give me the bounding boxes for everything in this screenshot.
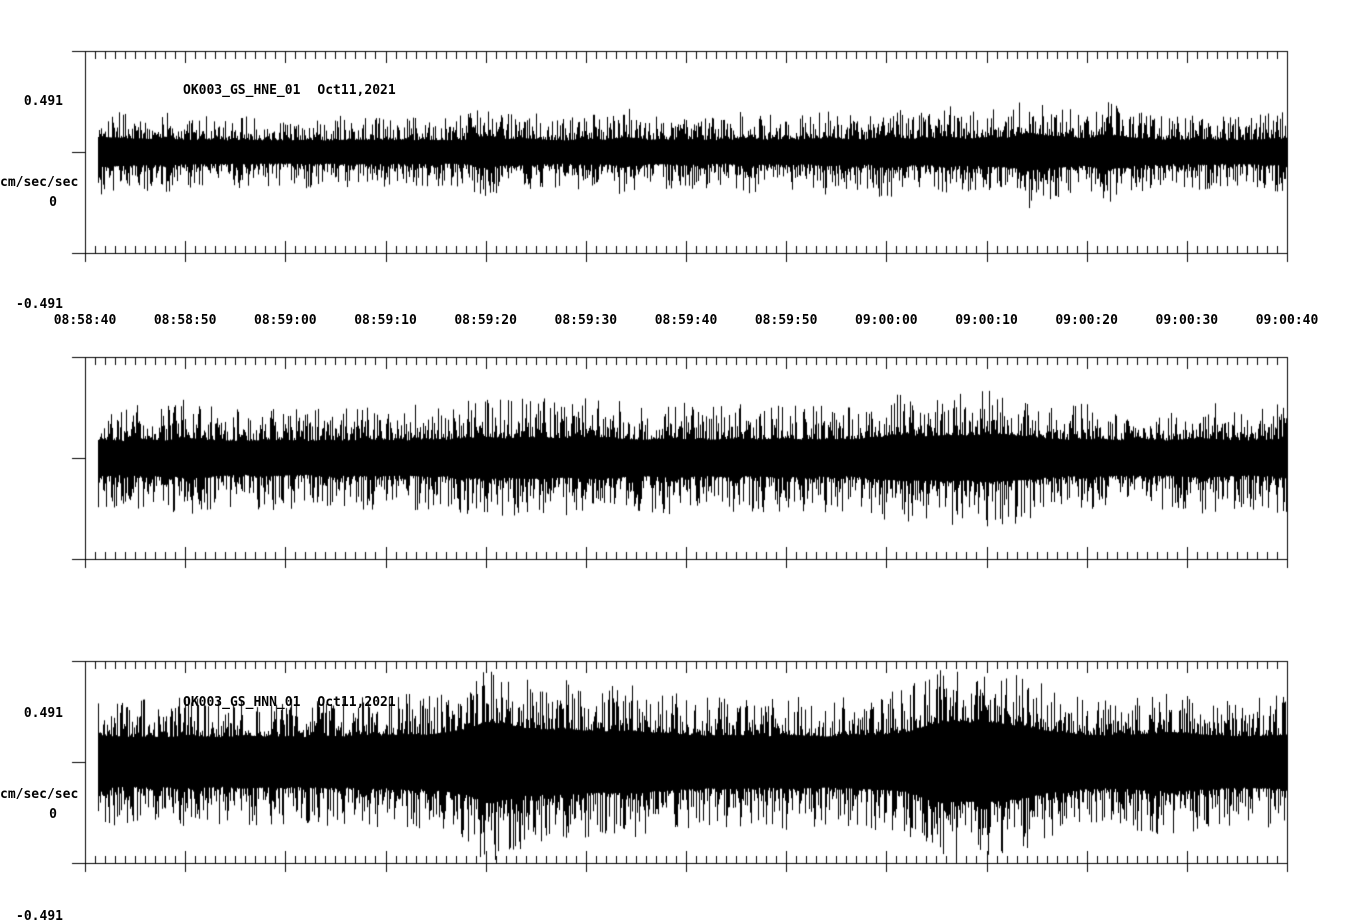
station-channel-label: OK003_GS_HNE_01 [183, 83, 301, 98]
trace-date-label: Oct11,2021 [317, 83, 396, 98]
x-tick-label: 09:00:00 [855, 313, 918, 328]
amplitude-min-label: -0.491 [16, 297, 63, 312]
amplitude-zero-label: 0 [49, 807, 57, 822]
x-tick-label: 09:00:40 [1255, 313, 1319, 328]
amplitude-units-label: cm/sec/sec [0, 787, 79, 802]
amplitude-max-label: 0.491 [23, 706, 63, 721]
x-tick-label: 08:59:10 [354, 313, 417, 328]
amplitude-max-label: 0.491 [23, 94, 63, 109]
x-tick-label: 09:00:20 [1055, 313, 1118, 328]
trace-title: OK003_GS_HNN_01 Oct11,2021 [183, 695, 396, 710]
amplitude-units-label: cm/sec/sec [0, 175, 79, 190]
x-tick-label: 08:59:40 [654, 313, 718, 328]
x-tick-label: 08:59:00 [254, 313, 317, 328]
x-tick-label: 08:58:50 [153, 313, 217, 328]
x-tick-label: 08:58:40 [53, 313, 117, 328]
trace-panel-hne: OK003_GS_HNE_01 Oct11,2021 0.491 cm/sec/s… [0, 51, 1358, 351]
x-tick-label: 08:59:50 [754, 313, 818, 328]
x-tick-label: 08:59:30 [554, 313, 618, 328]
x-tick-label: 08:59:20 [454, 313, 517, 328]
station-channel-label: OK003_GS_HNN_01 [183, 695, 301, 710]
amplitude-min-label: -0.491 [16, 909, 63, 924]
trace-panel-hnn: OK003_GS_HNN_01 Oct11,2021 0.491 cm/sec/s… [0, 357, 1358, 924]
amplitude-zero-label: 0 [49, 195, 57, 210]
trace-title: OK003_GS_HNE_01 Oct11,2021 [183, 83, 396, 98]
trace-date-label: Oct11,2021 [317, 695, 396, 710]
x-tick-label: 09:00:10 [955, 313, 1018, 328]
time-axis-labels: 08:58:40 08:58:50 08:59:00 08:59:10 08:59:20… [0, 313, 1358, 331]
x-tick-label: 09:00:30 [1155, 313, 1219, 328]
